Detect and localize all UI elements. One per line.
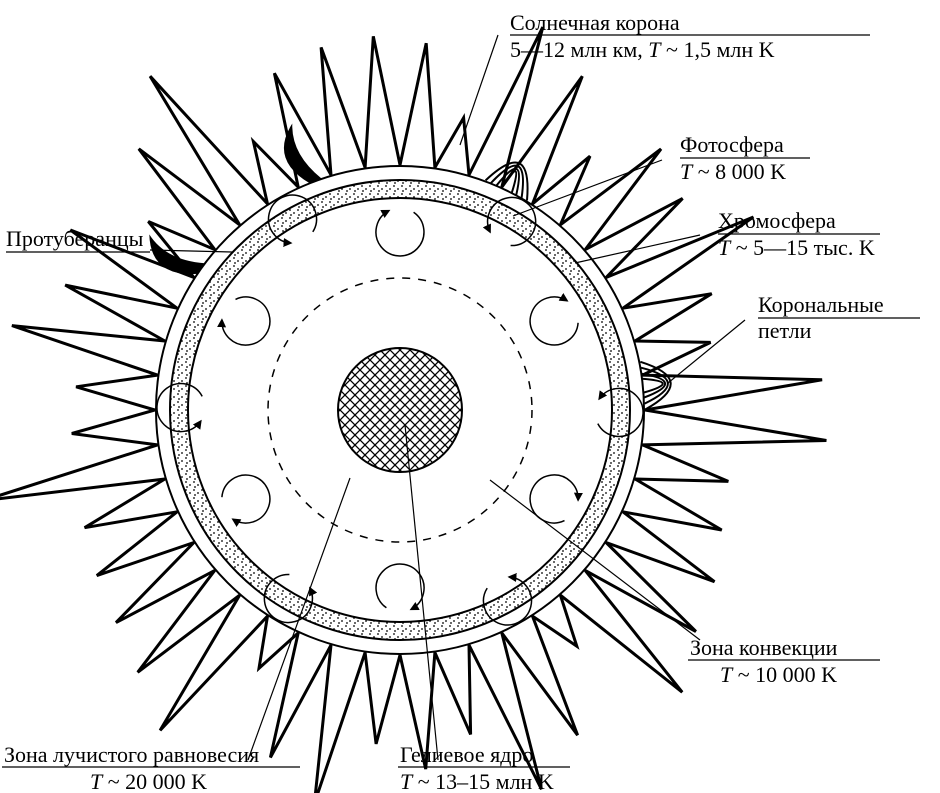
label-convection-title: Зона конвекции (690, 635, 838, 660)
label-photosphere-title: Фотосфера (680, 132, 784, 157)
sun-structure-diagram: Солнечная корона 5—12 млн км, T ~ 1,5 мл… (0, 0, 940, 793)
label-chromosphere-title: Хромосфера (718, 208, 836, 233)
label-prominences: Протуберанцы (6, 226, 144, 251)
label-photosphere-data: T ~ 8 000 K (680, 159, 786, 184)
helium-core (338, 348, 462, 472)
label-corona-data: 5—12 млн км, T ~ 1,5 млн K (510, 37, 775, 62)
label-convection-data: T ~ 10 000 K (720, 662, 837, 687)
label-core-title: Гелиевое ядро (400, 742, 533, 767)
label-radiative-data: T ~ 20 000 K (90, 769, 207, 793)
label-loops-title: Корональные (758, 292, 884, 317)
label-loops-title2: петли (758, 318, 812, 343)
label-corona-title: Солнечная корона (510, 10, 680, 35)
label-radiative-title: Зона лучистого равновесия (4, 742, 259, 767)
label-chromosphere-data: T ~ 5—15 тыс. K (718, 235, 875, 260)
label-core-data: T ~ 13–15 млн K (400, 769, 554, 793)
